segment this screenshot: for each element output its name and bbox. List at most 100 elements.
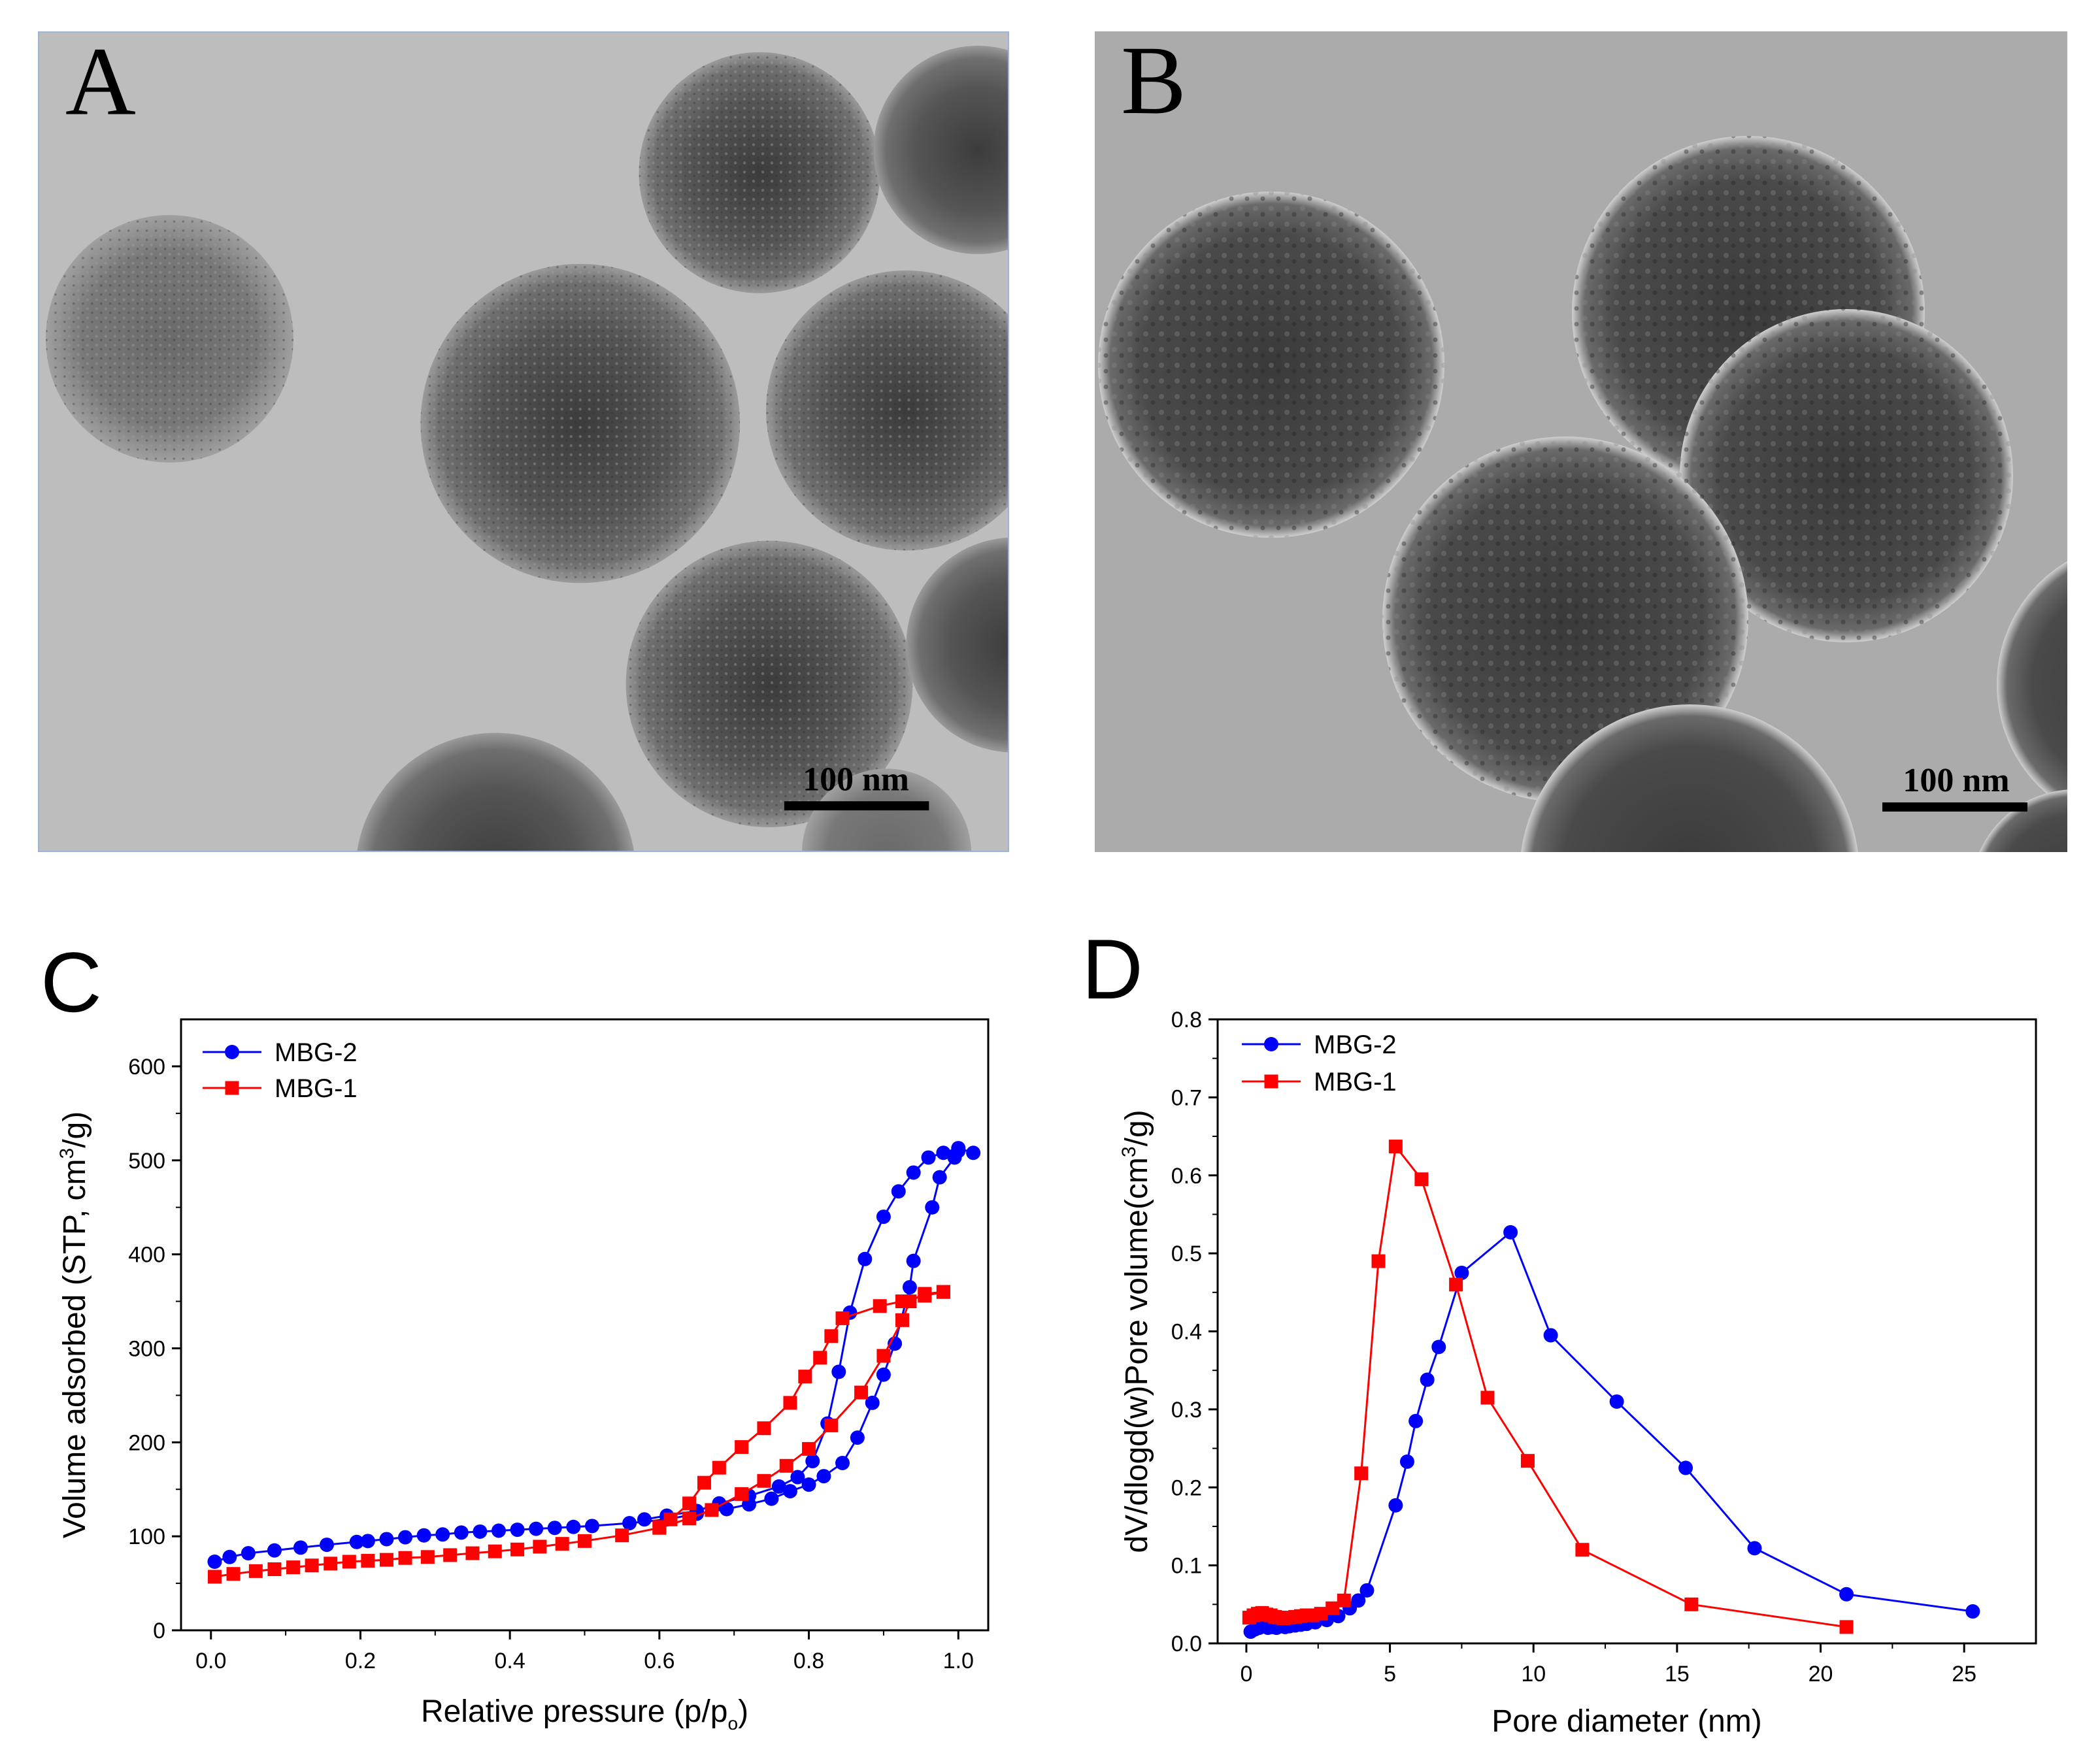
- data-point-mbg-2-d: [1351, 1593, 1366, 1608]
- x-tick-label-d: 15: [1665, 1662, 1690, 1687]
- y-tick-label-d: 0.7: [1171, 1085, 1202, 1110]
- data-point-mbg-1-c: [286, 1560, 301, 1575]
- data-point-mbg-2-c: [932, 1170, 947, 1185]
- data-point-mbg-2-c: [801, 1477, 816, 1492]
- data-point-mbg-1-c: [757, 1473, 771, 1488]
- legend-marker-mbg-2-d: [1264, 1037, 1278, 1051]
- legend-marker-mbg-1-c: [225, 1081, 239, 1095]
- y-tick-label-c: 300: [128, 1336, 165, 1361]
- plot-frame-d: [1216, 1018, 2037, 1645]
- y-axis-label-c: Volume adsorbed (STP, cm3/g): [56, 1111, 92, 1538]
- y-tick-label-d: 0.5: [1171, 1242, 1202, 1266]
- y-tick-label-c: 600: [128, 1055, 165, 1079]
- data-point-mbg-2-c: [529, 1521, 544, 1536]
- x-tick-label-d: 20: [1808, 1662, 1833, 1687]
- x-tick-label-d: 0: [1240, 1662, 1252, 1687]
- data-point-mbg-2-d: [1431, 1340, 1446, 1355]
- data-point-mbg-1-c: [798, 1370, 812, 1384]
- data-point-mbg-1-c: [578, 1534, 592, 1548]
- particles-b: [1098, 136, 2067, 852]
- data-point-mbg-2-c: [566, 1519, 581, 1534]
- data-point-mbg-1-c: [615, 1528, 629, 1543]
- x-axis-label-c: Relative pressure (p/po): [421, 1694, 748, 1734]
- chart-d: 0 5 10 15 20 25 0.0 0.1 0.2 0.3 0.4 0.5 0.6 0.7 0.8 Por…: [1118, 1008, 2037, 1739]
- data-point-mbg-2-d: [1965, 1604, 1980, 1619]
- y-tick-label-d: 0.3: [1171, 1398, 1202, 1423]
- data-point-mbg-2-c: [398, 1530, 413, 1545]
- data-point-mbg-2-c: [966, 1145, 981, 1160]
- data-point-mbg-1-c: [783, 1396, 797, 1410]
- data-point-mbg-1-c: [324, 1556, 338, 1571]
- data-point-mbg-2-c: [790, 1470, 805, 1485]
- y-axis-label-d: dV/dlogd(w)Pore volume(cm3/g): [1118, 1110, 1154, 1553]
- tem-image-b-picture: B 100 nm: [1098, 31, 2067, 852]
- data-point-mbg-2-c: [906, 1253, 921, 1268]
- data-point-mbg-1-c: [226, 1567, 241, 1581]
- data-point-mbg-2-c: [319, 1538, 334, 1553]
- data-point-mbg-1-d: [1684, 1597, 1699, 1611]
- series-line-mbg-2-d: [1250, 1230, 1973, 1633]
- x-tick-label-c: 1.0: [943, 1649, 974, 1673]
- series-line-mbg-1-c: [659, 1291, 944, 1528]
- data-point-mbg-2-d: [1399, 1454, 1414, 1469]
- x-tick-label-c: 0.0: [195, 1649, 226, 1673]
- y-tick-label-c: 0: [153, 1619, 165, 1643]
- data-point-mbg-2-d: [1839, 1587, 1854, 1602]
- data-point-mbg-1-c: [267, 1562, 282, 1576]
- data-point-mbg-2-c: [416, 1528, 431, 1543]
- series-line-mbg-1-c: [214, 1291, 944, 1578]
- y-tick-label-c: 100: [128, 1524, 165, 1549]
- data-point-mbg-2-c: [435, 1527, 450, 1542]
- x-axis-label-d: Pore diameter (nm): [1492, 1704, 1761, 1739]
- data-point-mbg-2-c: [241, 1546, 256, 1561]
- data-point-mbg-1-c: [757, 1421, 771, 1436]
- data-point-mbg-1-c: [697, 1475, 711, 1490]
- data-point-mbg-2-c: [831, 1364, 846, 1379]
- data-point-mbg-1-c: [420, 1550, 435, 1564]
- data-point-mbg-2-c: [951, 1141, 966, 1156]
- scale-bar-b: [1882, 802, 2027, 812]
- data-point-mbg-2-c: [293, 1540, 308, 1555]
- panel-letter-a: A: [65, 33, 136, 136]
- data-point-mbg-1-d: [1414, 1172, 1429, 1187]
- data-point-mbg-1-d: [1371, 1254, 1386, 1268]
- data-point-mbg-2-c: [850, 1430, 865, 1445]
- data-point-mbg-1-c: [918, 1289, 932, 1303]
- legend-marker-mbg-1-d: [1264, 1074, 1278, 1089]
- data-point-mbg-2-c: [584, 1519, 599, 1534]
- legend-label-mbg-1-d: MBG-1: [1314, 1068, 1397, 1096]
- data-point-mbg-2-c: [637, 1512, 652, 1527]
- x-tick-label-c: 0.8: [793, 1649, 824, 1673]
- data-point-mbg-2-c: [921, 1150, 936, 1165]
- data-point-mbg-2-d: [1420, 1372, 1435, 1387]
- data-point-mbg-2-c: [902, 1279, 917, 1294]
- x-tick-label-c: 0.6: [644, 1649, 675, 1673]
- data-point-mbg-2-c: [936, 1145, 951, 1160]
- legend-marker-mbg-2-c: [225, 1045, 239, 1059]
- legend-label-mbg-2-d: MBG-2: [1314, 1030, 1397, 1059]
- x-tick-label-d: 25: [1952, 1662, 1976, 1687]
- data-point-mbg-2-c: [764, 1491, 779, 1506]
- data-point-mbg-1-d: [1337, 1593, 1351, 1607]
- data-point-mbg-1-d: [1325, 1601, 1340, 1615]
- data-point-mbg-1-c: [735, 1440, 749, 1454]
- data-point-mbg-1-c: [398, 1551, 412, 1565]
- data-point-mbg-2-d: [1609, 1394, 1624, 1409]
- data-point-mbg-2-d: [1747, 1541, 1762, 1556]
- y-tick-label-c: 500: [128, 1149, 165, 1174]
- scale-bar-label-a: 100 nm: [803, 761, 909, 798]
- data-point-mbg-1-c: [873, 1299, 887, 1313]
- tem-image-a-picture: A 100 nm: [45, 33, 1008, 851]
- data-point-mbg-1-c: [854, 1385, 869, 1400]
- data-point-mbg-2-c: [891, 1184, 906, 1199]
- data-point-mbg-2-c: [876, 1367, 891, 1382]
- data-point-mbg-1-d: [1314, 1607, 1328, 1621]
- data-point-mbg-2-c: [510, 1522, 525, 1538]
- y-tick-label-d: 0.2: [1171, 1475, 1202, 1500]
- data-point-mbg-1-c: [465, 1546, 480, 1560]
- data-point-mbg-2-c: [622, 1516, 637, 1531]
- data-point-mbg-1-c: [735, 1487, 749, 1501]
- data-point-mbg-1-d: [1575, 1543, 1590, 1557]
- data-point-mbg-2-c: [491, 1523, 506, 1538]
